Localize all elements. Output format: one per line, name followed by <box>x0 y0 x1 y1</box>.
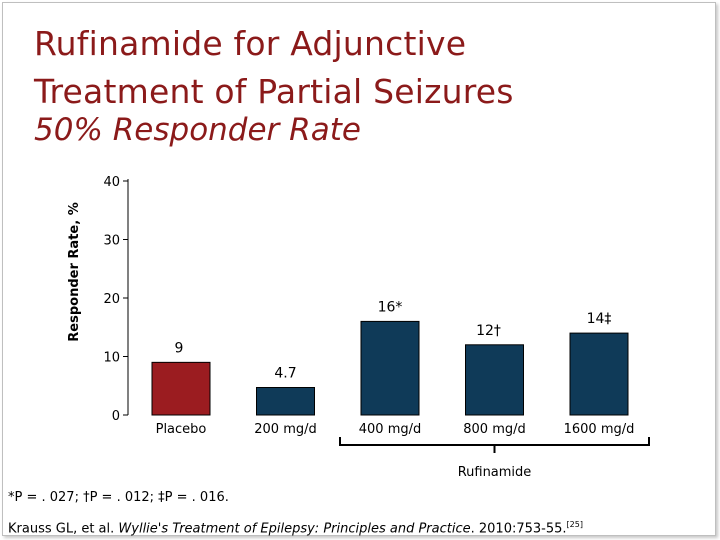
x-tick-label: 1600 mg/d <box>564 422 635 437</box>
group-bracket <box>339 437 650 446</box>
x-tick-label: 200 mg/d <box>254 422 317 437</box>
y-tick-label: 10 <box>103 351 120 366</box>
data-label: 16* <box>378 299 403 315</box>
title-line-1: Rufinamide for Adjunctive <box>34 24 467 63</box>
slide-subtitle: 50% Responder Rate <box>34 112 361 148</box>
citation-authors: Krauss GL, et al. <box>8 521 119 537</box>
title-line-2: Treatment of Partial Seizures <box>34 72 514 111</box>
x-tick-label: 800 mg/d <box>463 422 526 437</box>
x-tick-label: Placebo <box>156 422 207 437</box>
citation-details: . 2010:753-55. <box>470 521 567 537</box>
y-tick-label: 30 <box>103 234 120 249</box>
data-label: 14‡ <box>587 311 612 327</box>
group-label: Rufinamide <box>458 465 532 480</box>
y-axis-title: Responder Rate, % <box>67 202 82 341</box>
bar <box>569 332 629 416</box>
y-tick-label: 20 <box>103 292 120 307</box>
bar <box>256 387 315 416</box>
y-tick-label: 0 <box>112 409 120 424</box>
x-tick-label: 400 mg/d <box>359 422 422 437</box>
data-label: 9 <box>175 340 184 356</box>
data-label: 4.7 <box>274 366 296 382</box>
citation: Krauss GL, et al. Wyllie's Treatment of … <box>8 520 583 536</box>
citation-ref: [25] <box>566 520 583 529</box>
footnote: *P = . 027; †P = . 012; ‡P = . 016. <box>8 490 229 505</box>
y-tick-label: 40 <box>103 175 120 190</box>
bar <box>360 320 420 416</box>
bar <box>465 344 524 416</box>
data-label: 12† <box>476 323 501 339</box>
slide-title: Rufinamide for Adjunctive Treatment of P… <box>34 20 514 116</box>
citation-journal: Wyllie's Treatment of Epilepsy: Principl… <box>118 521 471 537</box>
bar <box>151 361 211 416</box>
